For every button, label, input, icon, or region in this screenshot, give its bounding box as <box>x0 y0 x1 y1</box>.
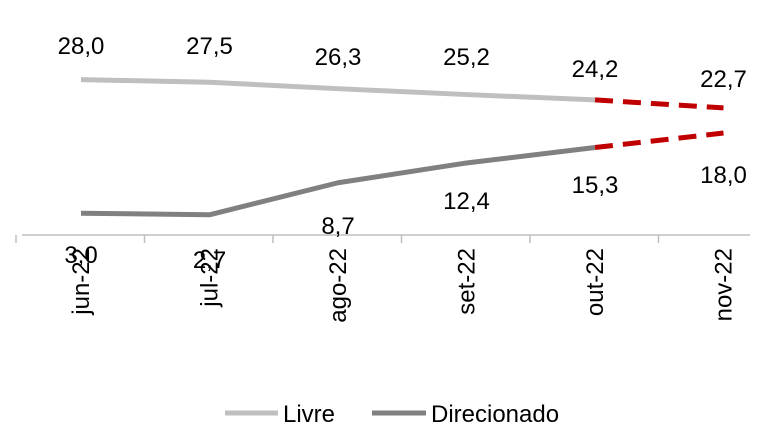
x-tick-label: set-22 <box>454 248 481 315</box>
series-line-direcionado <box>80 144 596 218</box>
data-label-livre: 28,0 <box>58 33 105 60</box>
x-axis-tick-labels: jun-22 jul-22 ago-22 set-22 out-22 nov-22 <box>68 248 738 323</box>
x-tick-label: ago-22 <box>325 248 352 323</box>
legend-label-livre: Livre <box>283 401 335 428</box>
data-label-direcionado: 15,3 <box>572 172 619 199</box>
legend: Livre Direcionado <box>225 401 559 428</box>
data-label-livre: 22,7 <box>700 66 747 93</box>
data-label-direcionado: 3,0 <box>64 242 97 269</box>
data-label-livre: 26,3 <box>315 44 362 71</box>
data-label-livre: 27,5 <box>186 33 233 60</box>
data-label-direcionado: 18,0 <box>700 162 747 189</box>
x-tick-label: jul-22 <box>197 248 224 308</box>
data-label-direcionado: 8,7 <box>321 213 354 240</box>
series-projection-livre <box>594 97 724 111</box>
data-label-livre: 24,2 <box>572 56 619 83</box>
x-tick-label: out-22 <box>582 248 609 316</box>
data-label-direcionado: 12,4 <box>443 188 490 215</box>
series-projection-direcionado <box>594 130 724 150</box>
legend-label-direcionado: Direcionado <box>431 401 559 428</box>
x-axis-ticks <box>15 235 660 243</box>
x-tick-label: jun-22 <box>68 248 95 316</box>
series-line-livre <box>80 77 596 103</box>
data-labels: 28,0 27,5 26,3 25,2 24,2 22,7 3,0 2,7 8,7 12,4 15,… <box>58 33 747 274</box>
data-label-livre: 25,2 <box>443 44 490 71</box>
series-layer <box>80 77 724 218</box>
data-label-direcionado: 2,7 <box>193 247 226 274</box>
x-tick-label: nov-22 <box>711 248 738 321</box>
